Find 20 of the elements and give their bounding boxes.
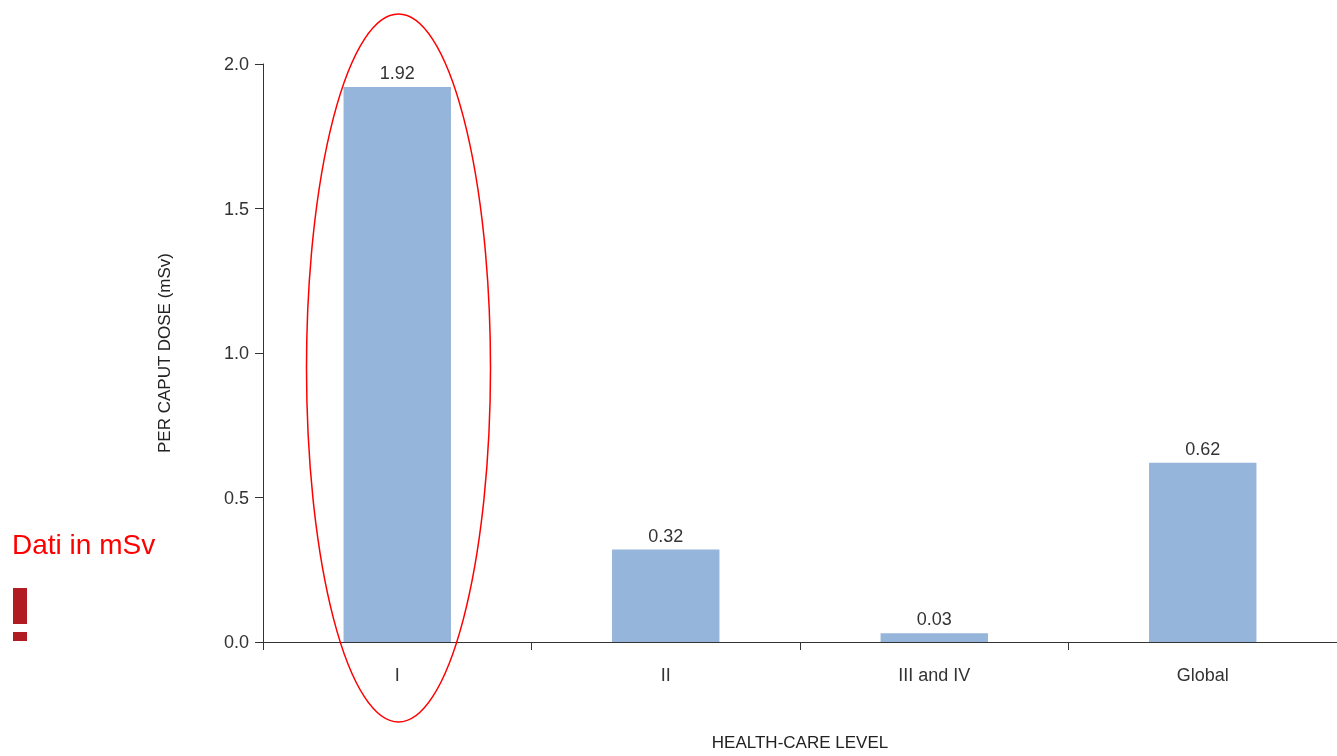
bar: [1149, 462, 1257, 642]
y-tick-label: 1.5: [223, 198, 249, 219]
bar: [880, 633, 988, 642]
text: Dati in mSv: [12, 528, 156, 560]
bar: [343, 87, 451, 642]
data-label: 0.62: [1185, 438, 1221, 459]
data-label: 1.92: [379, 63, 415, 84]
data-label: 0.03: [916, 609, 952, 630]
y-axis-title: PER CAPUT DOSE (mSv): [155, 253, 174, 453]
x-tick-label: Global: [1176, 665, 1229, 685]
data-label: 0.32: [648, 525, 684, 546]
y-tick-label: 1.0: [223, 343, 249, 363]
x-tick-label: III and IV: [898, 665, 971, 685]
y-tick-label: 0.0: [223, 632, 249, 652]
x-tick-label: II: [660, 665, 671, 685]
y-tick-label: 2.0: [223, 54, 249, 74]
y-tick-label: 0.5: [223, 487, 249, 508]
x-tick-label: I: [394, 665, 400, 685]
x-axis-title: HEALTH-CARE LEVEL: [711, 733, 889, 752]
bar: [612, 549, 720, 642]
